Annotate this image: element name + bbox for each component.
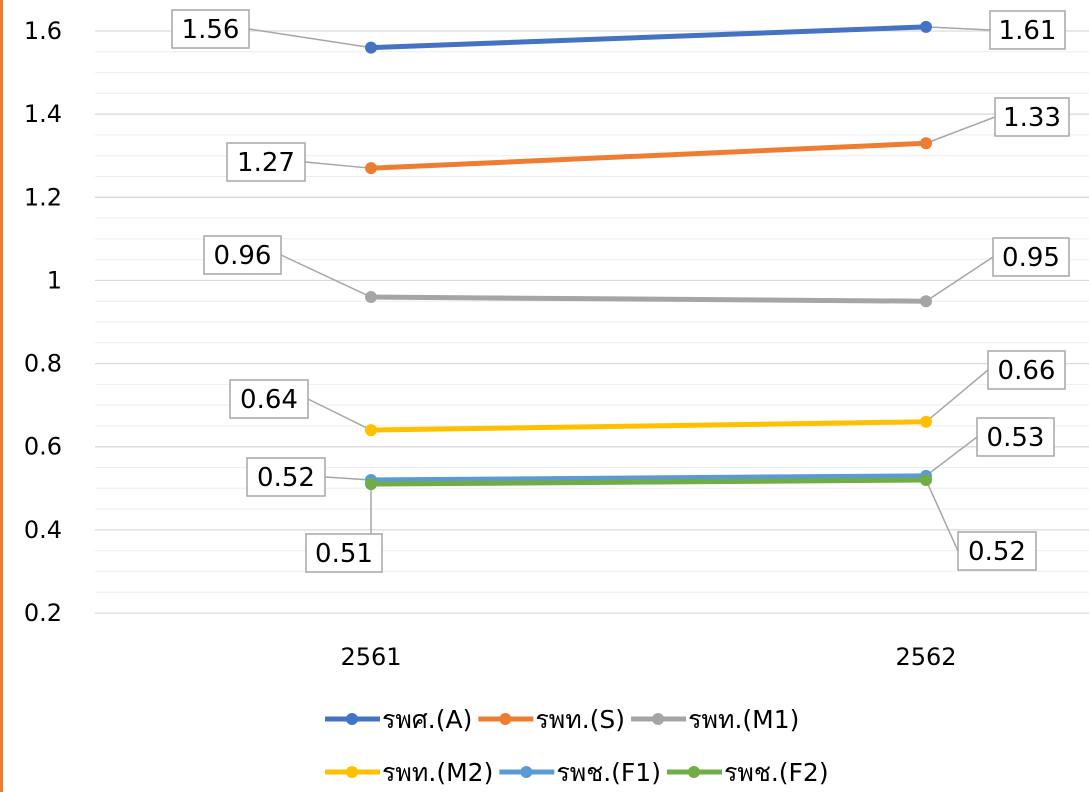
data-label: 0.52 [968,537,1026,567]
data-point [920,295,932,308]
data-point [365,424,377,437]
series-line [368,294,929,304]
data-label: 0.64 [240,385,298,415]
legend-label: รพท.(M1) [688,705,799,734]
data-point [365,41,377,54]
data-point [920,415,932,428]
legend-item: รพศ.(A) [325,705,472,734]
label-leader-line [925,369,989,423]
data-label-box [994,97,1070,137]
data-label-box [226,142,306,182]
data-label: 1.27 [237,148,295,178]
legend-label: รพศ.(A) [382,705,472,734]
data-label: 0.96 [214,241,272,271]
legend-item: รพท.(M1) [631,705,799,734]
left-accent-border [0,0,3,792]
data-label: 0.66 [998,356,1056,386]
series-line [368,140,929,171]
y-tick-label: 1.4 [24,100,62,128]
data-point [920,20,932,33]
legend-label: รพท.(M2) [382,758,493,787]
y-tick-label: 0.8 [24,350,62,378]
legend-swatch-marker [652,713,665,725]
label-leader-line [248,28,372,49]
label-leader-line [925,26,991,31]
x-axis-ticks: 2561 2562 [340,643,956,671]
data-point [920,473,932,486]
y-axis-ticks: 0.2 0.4 0.6 0.8 1 1.2 1.4 1.6 [24,17,62,627]
data-label-leaders [248,26,996,552]
data-label-box [203,235,282,275]
y-tick-label: 1.6 [24,17,62,45]
x-tick-label: 2561 [340,643,401,671]
legend-item: รพท.(S) [478,705,625,734]
data-point [365,162,377,175]
label-leader-line [925,116,996,144]
data-label-box [957,531,1037,571]
y-tick-label: 0.6 [24,433,62,461]
data-label: 1.56 [182,15,240,45]
label-leader-line [304,161,372,169]
label-leader-line [324,476,372,481]
data-label: 0.53 [987,423,1045,453]
data-point [365,291,377,304]
legend-item: รพช.(F2) [666,758,829,787]
series-line [368,24,929,51]
data-label-box [976,417,1055,457]
label-leader-line [307,398,372,431]
data-label-box [989,10,1066,50]
data-label: 1.33 [1003,103,1061,133]
data-point [920,137,932,150]
y-tick-label: 1 [47,266,62,294]
label-leader-line [925,436,978,477]
series-line [368,419,929,433]
legend-item: รพท.(M2) [325,758,493,787]
data-label-box [987,350,1066,390]
data-label-box [171,9,250,49]
legend-swatch-marker [346,713,358,725]
label-leader-line [280,254,372,298]
y-tick-label: 0.4 [24,516,62,544]
data-label: 0.52 [257,463,315,493]
data-label-box [229,379,309,419]
data-labels: 1.56 1.61 1.27 1.33 0.96 0.95 0.64 0.66 0.52 0.53… [171,9,1070,573]
y-tick-label: 1.2 [24,183,62,211]
legend-swatch-marker [520,766,533,778]
data-label: 0.51 [315,539,373,569]
legend-swatch-marker [499,713,512,725]
legend-swatch-marker [346,766,358,778]
x-tick-label: 2562 [895,643,956,671]
y-tick-label: 0.2 [24,599,62,627]
series-line [368,477,929,487]
data-label-box [992,237,1070,277]
legend-item: รพช.(F1) [499,758,661,787]
series-line [368,473,929,483]
legend-swatch-marker [687,766,700,778]
legend-label: รพช.(F1) [556,758,661,787]
label-leader-line [925,256,994,302]
data-label-box [305,533,383,573]
series-lines [365,20,932,491]
data-point [365,478,377,491]
data-label: 0.95 [1002,243,1060,273]
legend-label: รพช.(F2) [724,758,829,787]
legend-label: รพท.(S) [535,705,625,734]
data-label-box [246,457,326,497]
data-label: 1.61 [999,16,1057,46]
legend: รพศ.(A) รพท.(S) รพท.(M1) รพท.(M2) รพช.(F1) รพ… [325,705,829,787]
label-leader-line [925,479,959,552]
